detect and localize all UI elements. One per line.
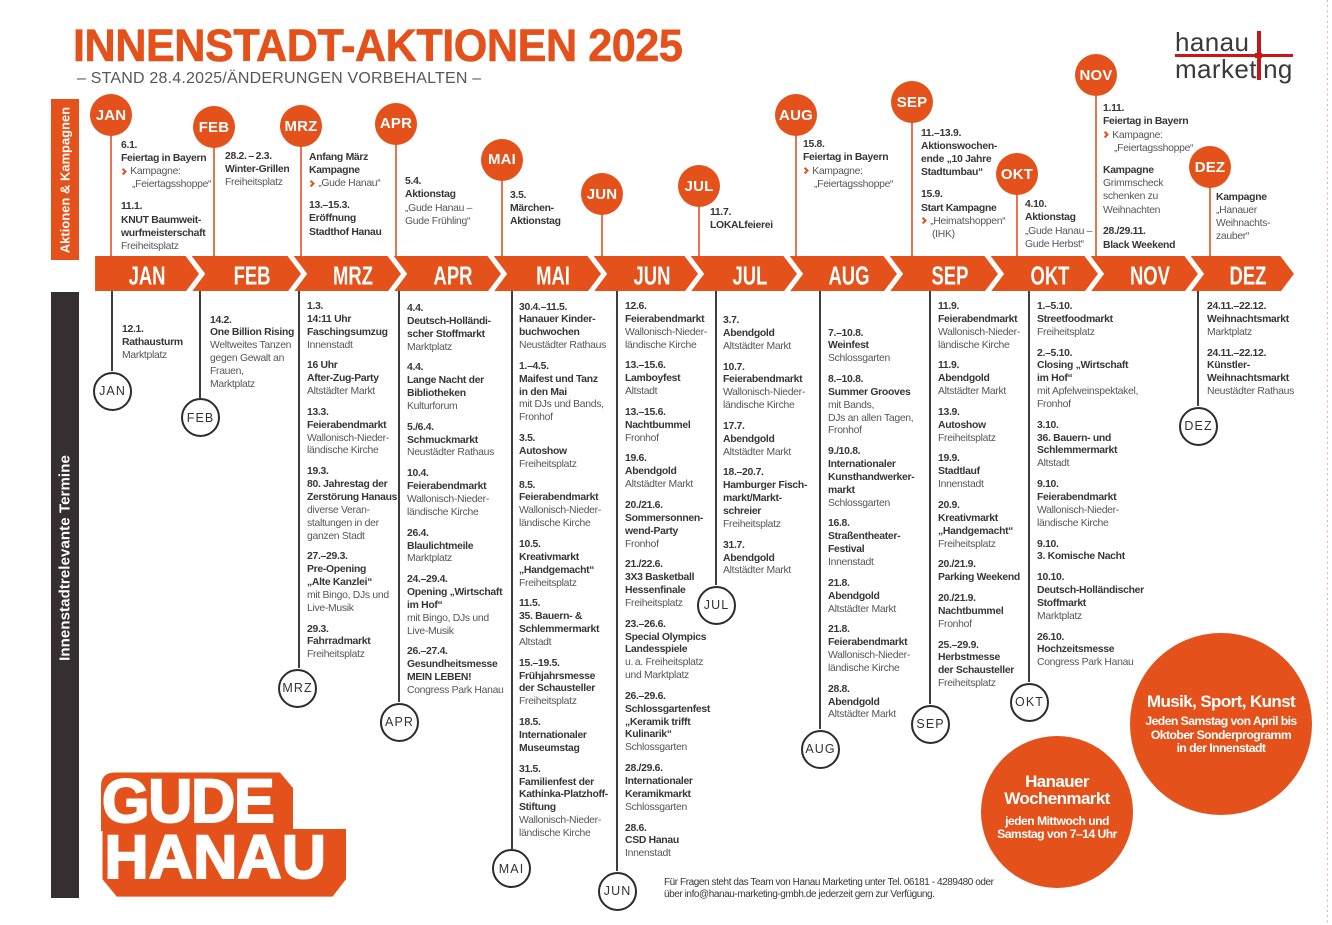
svg-text:SEP: SEP xyxy=(932,261,969,290)
svg-text:JUL: JUL xyxy=(733,261,768,290)
svg-text:JAN: JAN xyxy=(129,261,166,290)
svg-text:NOV: NOV xyxy=(1130,261,1170,290)
svg-text:DEZ: DEZ xyxy=(1230,261,1267,290)
svg-text:MAI: MAI xyxy=(536,261,570,290)
svg-text:FEB: FEB xyxy=(234,261,271,290)
svg-text:JUN: JUN xyxy=(634,261,671,290)
svg-text:GUDE: GUDE xyxy=(102,767,273,835)
svg-text:HANAU: HANAU xyxy=(105,823,327,891)
svg-text:MRZ: MRZ xyxy=(333,261,373,290)
svg-text:OKT: OKT xyxy=(1030,261,1069,290)
svg-text:AUG: AUG xyxy=(828,261,869,290)
svg-text:APR: APR xyxy=(434,261,473,290)
